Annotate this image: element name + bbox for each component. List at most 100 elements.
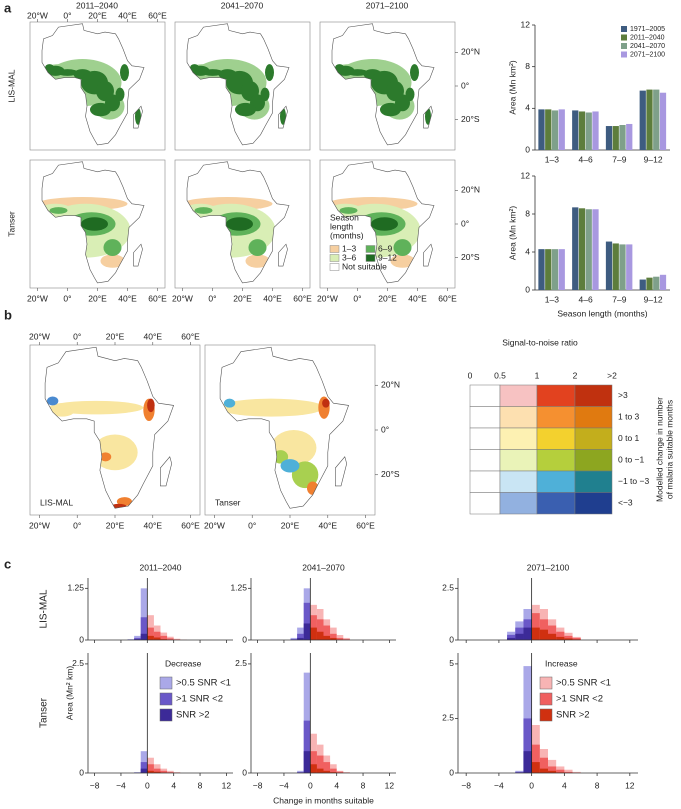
legend-cell <box>536 406 576 429</box>
map-y-tick-label: 0° <box>461 80 469 90</box>
map-outline <box>278 243 288 267</box>
bar <box>639 90 646 150</box>
histogram-bar <box>173 638 181 640</box>
x-tick-label: 4 <box>334 780 339 790</box>
legend-label: 2071–2100 <box>630 51 665 58</box>
map-x-tick-label: 20°W <box>29 331 50 341</box>
bar <box>653 89 660 150</box>
histogram-bar <box>548 633 557 640</box>
legend-title: Decrease <box>165 658 202 668</box>
histogram-bar <box>153 768 161 773</box>
legend-cell <box>499 470 538 493</box>
x-axis-label: Season length (months) <box>557 308 647 318</box>
map-x-tick-label: 40°E <box>144 520 163 530</box>
map-x-tick-label: 20°E <box>88 293 107 303</box>
map-x-tick-label: 0° <box>73 520 81 530</box>
bar <box>572 110 579 150</box>
map-x-tick-label: 40°E <box>408 293 427 303</box>
bar <box>626 244 633 290</box>
map-x-tick-label: 40°E <box>144 331 163 341</box>
map-x-tick-label: 20°W <box>204 520 225 530</box>
map-outline <box>331 23 435 146</box>
map-region <box>393 239 412 256</box>
x-tick-label: 1–3 <box>545 294 559 304</box>
histogram-bar <box>523 751 532 773</box>
histogram-bar <box>303 720 311 773</box>
legend-cell <box>469 449 501 472</box>
legend-title: length <box>330 221 353 231</box>
legend-label: 6–9 <box>378 243 392 253</box>
histogram-bar <box>316 631 324 640</box>
y-tick-label: 8 <box>525 208 530 218</box>
legend-cell <box>499 492 538 515</box>
histogram-bar <box>140 588 148 640</box>
x-tick-label: 0 <box>145 780 150 790</box>
x-tick-label: 4 <box>171 780 176 790</box>
histogram-bar <box>310 751 317 773</box>
map-layer <box>220 396 330 495</box>
x-tick-label: 8 <box>595 780 600 790</box>
x-tick-label: 12 <box>222 780 232 790</box>
histogram-bar <box>297 772 304 773</box>
histogram-bar <box>539 619 548 640</box>
y-tick-label: 0 <box>525 284 530 294</box>
bar <box>612 126 619 150</box>
histogram-bar <box>507 634 516 640</box>
histogram-bar <box>336 637 344 640</box>
map-x-tick-label: 0° <box>63 293 71 303</box>
histogram-bar <box>153 631 161 640</box>
map-y-tick-label: 20°N <box>461 185 480 195</box>
map-region <box>339 207 358 214</box>
legend-swatch <box>621 43 627 49</box>
y-tick-label: 0 <box>242 767 247 777</box>
histogram-bar <box>548 770 557 773</box>
histogram-bar <box>343 639 350 640</box>
map-outline <box>331 161 435 284</box>
legend-cell <box>469 492 501 515</box>
y-tick-label: 12 <box>521 170 531 180</box>
bar <box>538 249 545 290</box>
x-tick-label: 7–9 <box>612 154 626 164</box>
y-tick-label: 0 <box>242 634 247 644</box>
histogram-bar <box>303 751 311 773</box>
histogram-bar <box>515 770 524 773</box>
legend-title: (months) <box>330 230 364 240</box>
map-outline <box>219 346 350 509</box>
y-tick-label: 2.5 <box>442 713 454 723</box>
row-label: Tanser <box>6 211 16 237</box>
histogram-bar <box>323 635 331 640</box>
map-region <box>347 69 368 76</box>
histogram-bar <box>140 762 148 773</box>
map-region <box>45 64 54 71</box>
x-axis-label: Change in months suitable <box>273 795 374 805</box>
legend-cell <box>574 492 613 515</box>
map-region <box>103 239 122 256</box>
legend-swatch <box>159 692 173 706</box>
map-x-tick-label: 20°W <box>27 10 48 20</box>
legend-cell <box>499 384 538 407</box>
histogram-bar <box>134 637 141 640</box>
bar <box>619 244 626 290</box>
map-region <box>115 87 125 102</box>
map-outline <box>41 23 145 146</box>
legend-title: Increase <box>545 658 578 668</box>
map-region <box>371 217 398 231</box>
legend-swatch <box>159 676 173 690</box>
y-axis-label: Area (Mn km²) <box>507 60 517 114</box>
legend-cell <box>536 492 576 515</box>
bar <box>585 209 592 290</box>
histogram-bar <box>290 637 298 640</box>
histogram-bar <box>160 635 168 640</box>
legend-label: 9–12 <box>378 252 397 262</box>
bar <box>605 241 613 290</box>
histogram-bar <box>539 757 548 773</box>
map-region <box>425 107 431 125</box>
legend-cell <box>469 384 501 407</box>
legend-axis-label: Modelled change in number <box>654 397 664 502</box>
map-x-tick-label: 20°W <box>29 520 50 530</box>
x-tick-label: 9–12 <box>644 154 663 164</box>
x-tick-label: 4–6 <box>579 294 593 304</box>
bar <box>639 279 646 290</box>
map-x-tick-label: 40°E <box>118 293 137 303</box>
legend-row-label: 0 to −1 <box>618 455 645 465</box>
